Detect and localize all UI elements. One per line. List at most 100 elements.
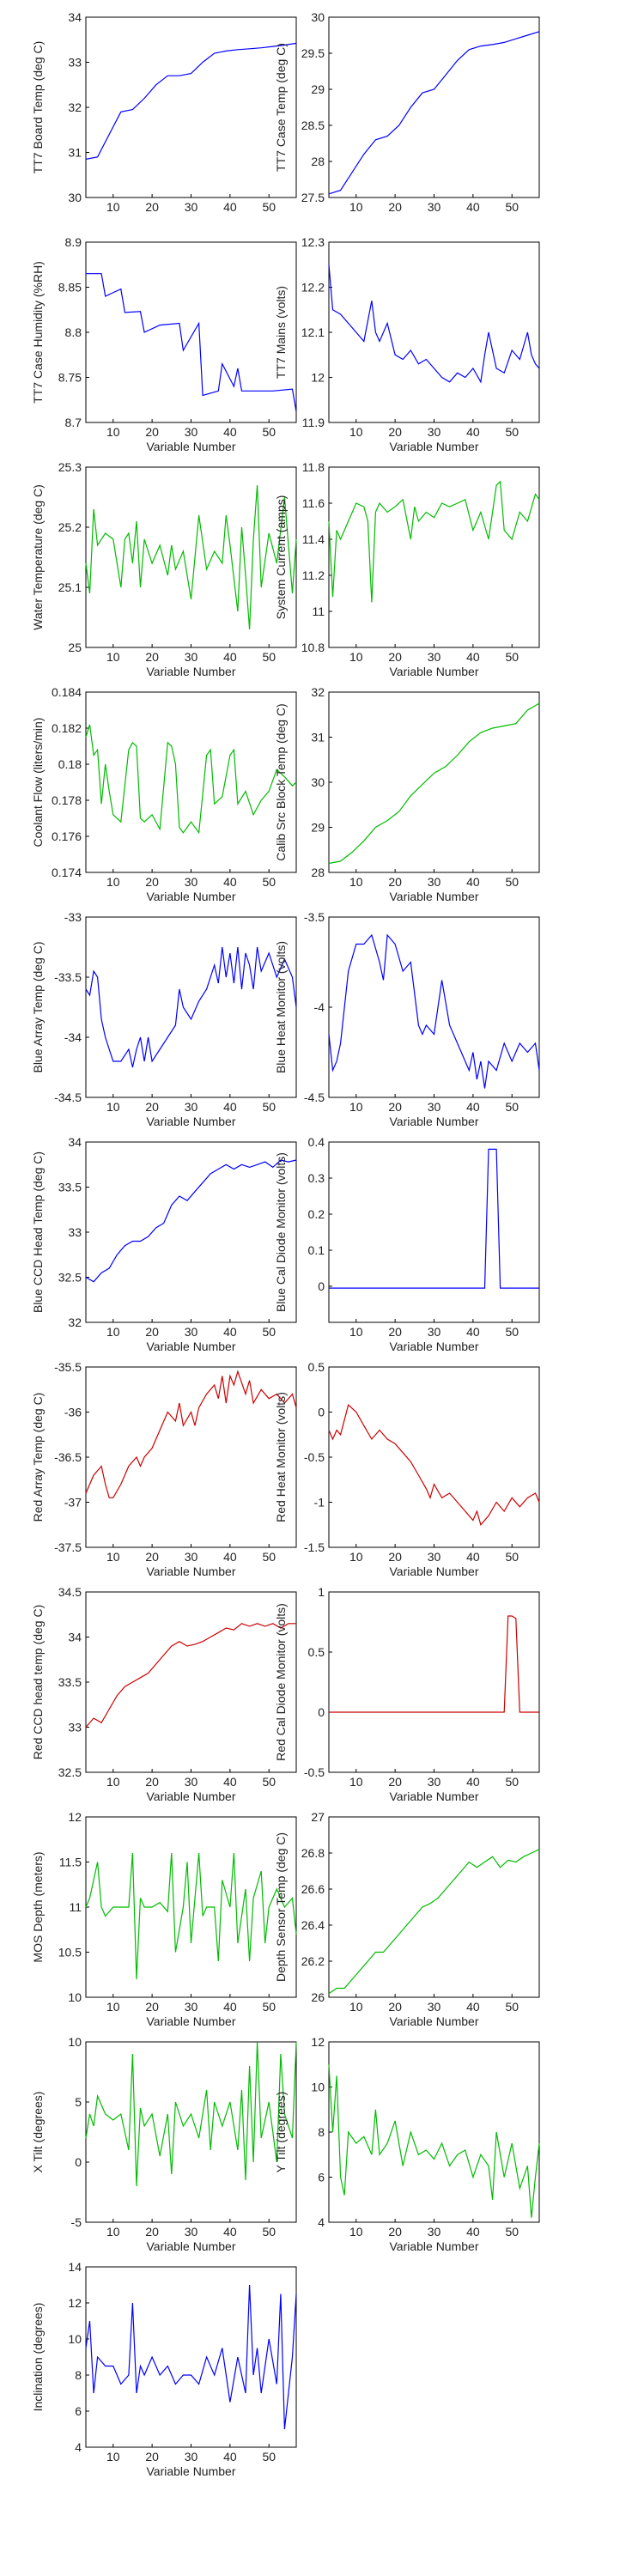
x-tick-label: 30: [185, 1775, 198, 1789]
x-tick-label: 40: [466, 1775, 480, 1789]
series-line: [328, 1849, 540, 1995]
x-tick-label: 20: [145, 200, 159, 214]
x-tick-label: 40: [223, 650, 237, 664]
y-axis-label: Red Heat Monitor (volts): [274, 1392, 288, 1522]
y-tick-label: 11.9: [302, 416, 325, 429]
x-tick-label: 20: [388, 2225, 402, 2239]
y-axis-label: MOS Depth (meters): [31, 1851, 45, 1962]
y-tick-label: -4: [314, 1000, 325, 1014]
chart-19: 10 20 30 40 50 4 6 8 10 12 Variable Number Y Tilt (…: [274, 2035, 540, 2253]
y-tick-label: 30: [311, 775, 325, 789]
x-axis-label: Variable Number: [146, 2014, 235, 2028]
x-tick-label: 20: [145, 1325, 159, 1339]
y-tick-label: 28: [311, 155, 325, 168]
x-tick-label: 40: [223, 2450, 237, 2464]
chart-20: 10 20 30 40 50 4 6 8 10 12 14 Variable Number Inclin…: [31, 2260, 297, 2478]
y-axis-label: Water Temperature (deg C): [31, 484, 45, 630]
y-axis-label: Red CCD head temp (deg C): [31, 1605, 45, 1760]
y-tick-label: 32: [68, 100, 82, 114]
y-axis-label: X Tilt (degrees): [31, 2092, 45, 2173]
y-tick-label: 11.5: [59, 1856, 82, 1869]
y-tick-label: 31: [68, 146, 82, 160]
x-axis-label: Variable Number: [389, 1115, 478, 1128]
x-tick-label: 10: [349, 1100, 363, 1114]
x-tick-label: 50: [505, 200, 519, 214]
x-tick-label: 50: [262, 2225, 276, 2239]
x-tick-label: 20: [388, 2000, 402, 2014]
y-tick-label: 30: [311, 10, 325, 24]
chart-14: 10 20 30 40 50 32.5 33 33.5 34 34.5 Variable Numbe…: [31, 1585, 297, 1803]
x-axis-label: Variable Number: [146, 1564, 235, 1578]
x-tick-label: 50: [262, 650, 276, 664]
chart-7: 10 20 30 40 50 28 29 30 31 32 Variable Number Calib…: [274, 685, 540, 903]
series-line: [328, 933, 540, 1089]
y-tick-label: -34: [64, 1030, 82, 1044]
y-tick-label: 0.176: [52, 829, 82, 843]
series-line: [85, 42, 297, 160]
y-tick-label: 0.174: [52, 866, 82, 879]
x-tick-label: 50: [262, 1550, 276, 1564]
y-tick-label: 33: [68, 1721, 82, 1735]
y-axis-label: TT7 Mains (volts): [274, 286, 288, 379]
series-line: [328, 480, 540, 603]
y-axis-label: Blue Heat Monitor (volts): [274, 941, 288, 1073]
series-line: [85, 484, 297, 630]
x-tick-label: 10: [349, 650, 363, 664]
x-tick-label: 10: [106, 2225, 120, 2239]
y-tick-label: 33: [68, 1225, 82, 1239]
plot-frame: [328, 1141, 540, 1323]
x-axis-label: Variable Number: [389, 440, 478, 453]
plot-frame: [85, 2266, 297, 2448]
x-tick-label: 30: [428, 1100, 441, 1114]
y-tick-label: 27: [311, 1810, 325, 1824]
x-tick-label: 30: [428, 650, 441, 664]
x-axis-label: Variable Number: [146, 2464, 235, 2478]
y-tick-label: 10: [68, 1990, 82, 2004]
series-line: [85, 724, 297, 835]
x-axis-label: Variable Number: [389, 890, 478, 903]
y-tick-label: 11: [69, 1900, 82, 1914]
y-tick-label: 33.5: [58, 1181, 82, 1194]
x-tick-label: 20: [388, 1325, 402, 1339]
series-line: [86, 273, 297, 412]
x-tick-label: 50: [262, 1100, 276, 1114]
x-tick-label: 50: [505, 650, 519, 664]
series-line: [85, 1159, 297, 1283]
y-tick-label: 0.4: [308, 1135, 325, 1149]
y-tick-label: -34.5: [54, 1091, 82, 1104]
y-tick-label: -1: [314, 1496, 325, 1510]
y-tick-label: 28.5: [301, 118, 325, 132]
x-tick-label: 30: [428, 1775, 441, 1789]
plot-frame: [328, 466, 540, 648]
x-axis-label: Variable Number: [389, 2239, 478, 2253]
x-tick-label: 30: [185, 2450, 198, 2464]
chart-4: 10 20 30 40 50 25 25.1 25.2 25.3 Variable Number W…: [31, 460, 297, 678]
x-tick-label: 20: [145, 425, 159, 439]
y-axis-label: Inclination (degrees): [31, 2303, 45, 2412]
y-tick-label: -33: [64, 910, 82, 924]
y-axis-label: Y Tilt (degrees): [274, 2092, 288, 2173]
x-axis-label: Variable Number: [389, 665, 478, 678]
x-tick-label: 40: [466, 2000, 480, 2014]
x-tick-label: 40: [466, 1550, 480, 1564]
plot-frame: [328, 16, 540, 198]
x-tick-label: 10: [106, 1550, 120, 1564]
chart-3: 10 20 30 40 50 11.9 12 12.1 12.2 12.3 Variable Num…: [274, 235, 540, 453]
x-tick-label: 20: [145, 650, 159, 664]
y-tick-label: 0.1: [308, 1243, 325, 1257]
y-axis-label: TT7 Board Temp (deg C): [31, 41, 45, 174]
x-tick-label: 10: [106, 200, 120, 214]
y-tick-label: -5: [71, 2215, 82, 2229]
plot-frame: [85, 2041, 297, 2223]
x-tick-label: 30: [428, 1550, 441, 1564]
x-tick-label: 40: [223, 200, 237, 214]
y-tick-label: 29: [311, 82, 325, 96]
plot-frame: [85, 241, 297, 423]
y-axis-label: Blue CCD Head Temp (deg C): [31, 1151, 45, 1313]
y-tick-label: 5: [75, 2095, 82, 2109]
x-tick-label: 10: [106, 2000, 120, 2014]
y-axis-label: TT7 Case Temp (deg C): [274, 43, 288, 172]
x-tick-label: 40: [223, 875, 237, 889]
x-tick-label: 30: [185, 1100, 198, 1114]
y-tick-label: 11.4: [302, 532, 325, 546]
